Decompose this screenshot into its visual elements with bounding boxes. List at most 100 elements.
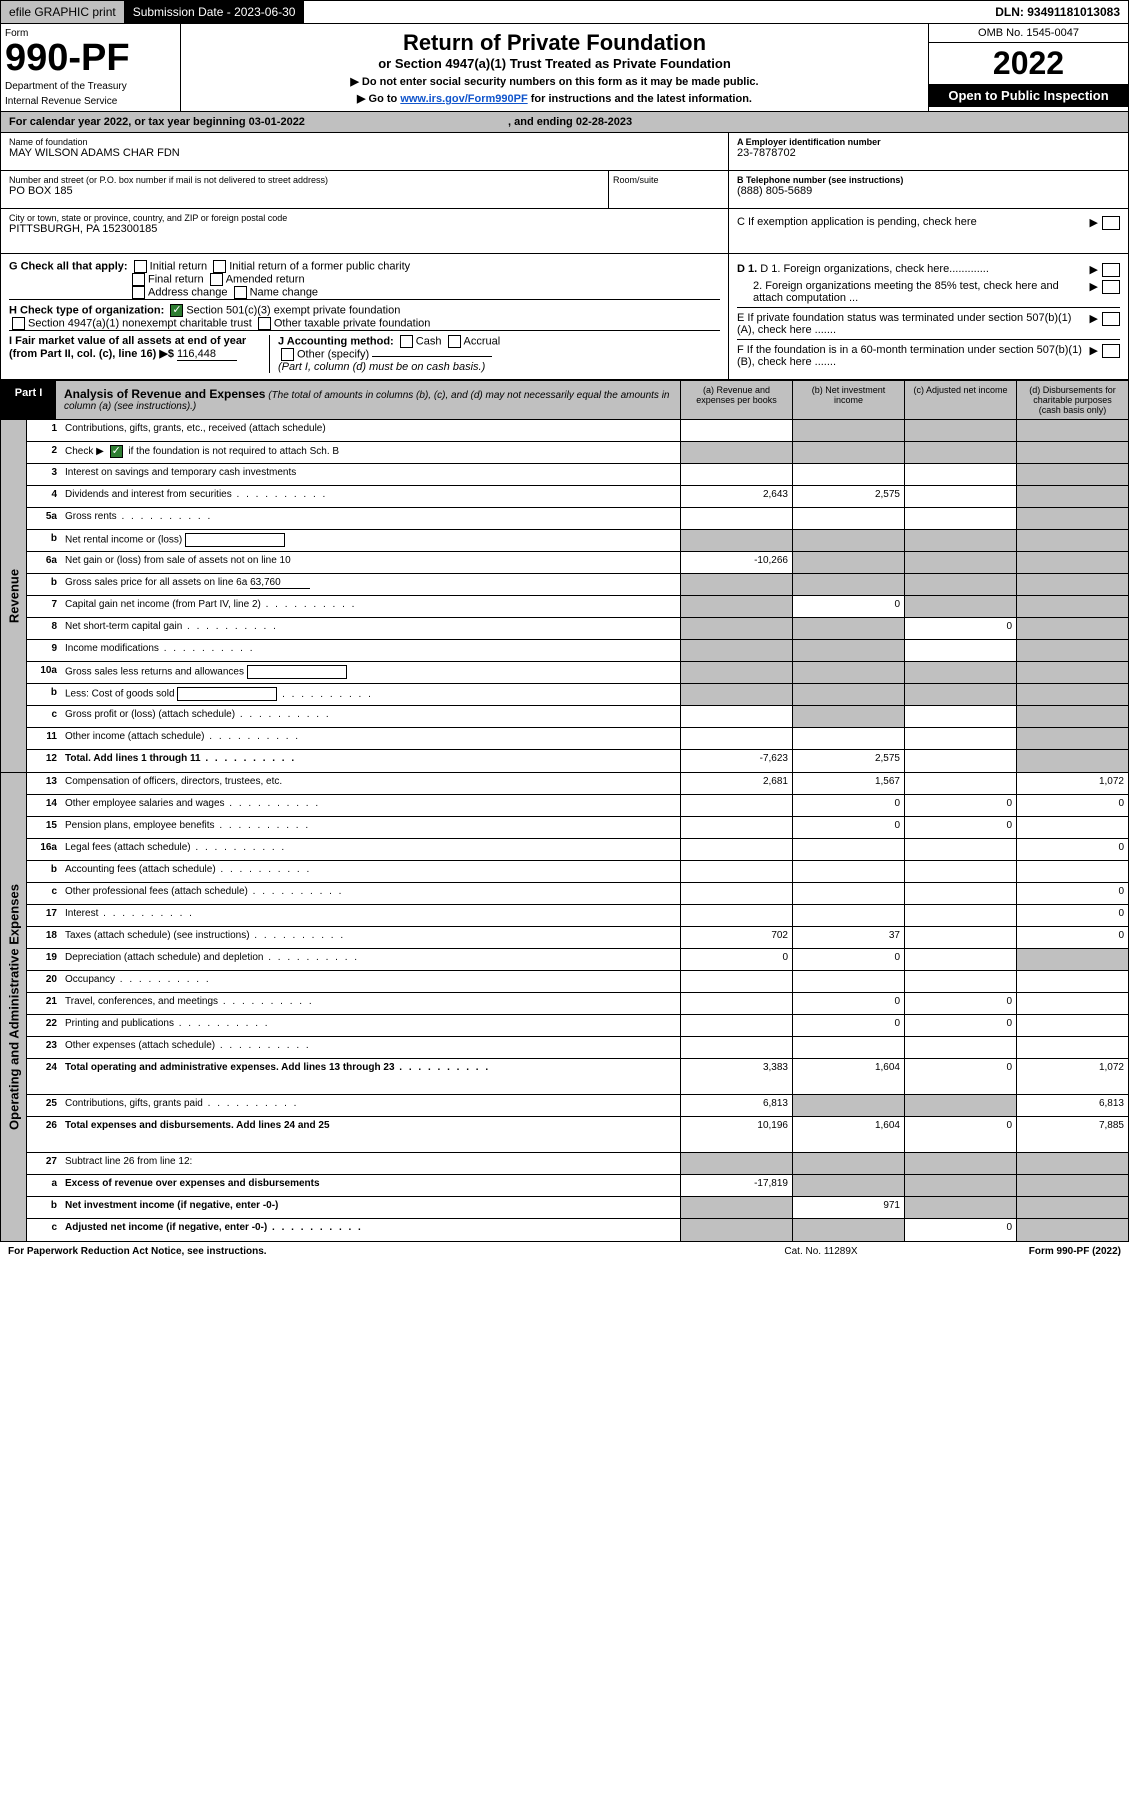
j-other-label: Other (specify) <box>297 348 369 360</box>
footer-right: Form 990-PF (2022) <box>921 1246 1121 1257</box>
j-cash-checkbox[interactable] <box>400 335 413 348</box>
row-num: 20 <box>27 971 61 992</box>
address-change-checkbox[interactable] <box>132 286 145 299</box>
cell-value: 37 <box>792 927 904 948</box>
row-desc: Accounting fees (attach schedule) <box>61 861 680 882</box>
d2-checkbox[interactable] <box>1102 280 1120 294</box>
j-accrual-checkbox[interactable] <box>448 335 461 348</box>
row-desc: Net gain or (loss) from sale of assets n… <box>61 552 680 573</box>
c-checkbox[interactable] <box>1102 216 1120 230</box>
row-desc: Occupancy <box>61 971 680 992</box>
dln: DLN: 93491181013083 <box>987 1 1128 23</box>
foundation-name: MAY WILSON ADAMS CHAR FDN <box>9 147 720 159</box>
row-desc: Excess of revenue over expenses and disb… <box>61 1175 680 1196</box>
i-value: 116,448 <box>177 348 237 361</box>
j-note: (Part I, column (d) must be on cash basi… <box>278 361 485 373</box>
col-d-header: (d) Disbursements for charitable purpose… <box>1016 381 1128 419</box>
row-desc: Travel, conferences, and meetings <box>61 993 680 1014</box>
street-address: PO BOX 185 <box>9 185 600 197</box>
revenue-table: Revenue 1Contributions, gifts, grants, e… <box>0 420 1129 773</box>
e-label: E If private foundation status was termi… <box>737 312 1086 336</box>
cell-value: 0 <box>904 1059 1016 1094</box>
form-header: Form 990-PF Department of the Treasury I… <box>0 24 1129 112</box>
top-bar: efile GRAPHIC print Submission Date - 20… <box>0 0 1129 24</box>
cell-value: 0 <box>1016 883 1128 904</box>
row-num: 7 <box>27 596 61 617</box>
row-num: 9 <box>27 640 61 661</box>
calendar-year-row: For calendar year 2022, or tax year begi… <box>0 112 1129 133</box>
row-num: 27 <box>27 1153 61 1174</box>
j-other-checkbox[interactable] <box>281 348 294 361</box>
row-num: 5a <box>27 508 61 529</box>
row-num: b <box>27 530 61 551</box>
form-title: Return of Private Foundation <box>191 30 918 56</box>
row-desc: Other employee salaries and wages <box>61 795 680 816</box>
name-change-checkbox[interactable] <box>234 286 247 299</box>
instr2-post: for instructions and the latest informat… <box>528 93 752 105</box>
row-num: 18 <box>27 927 61 948</box>
e-checkbox[interactable] <box>1102 312 1120 326</box>
row-desc: Net investment income (if negative, ente… <box>61 1197 680 1218</box>
check-section: G Check all that apply: Initial return I… <box>0 254 1129 380</box>
sch-b-checkbox[interactable] <box>110 445 123 458</box>
name-label: Name of foundation <box>9 137 720 147</box>
initial-former-checkbox[interactable] <box>213 260 226 273</box>
initial-return-label: Initial return <box>150 260 207 272</box>
row-num: 17 <box>27 905 61 926</box>
cell-value: 0 <box>1016 927 1128 948</box>
h-other-label: Other taxable private foundation <box>274 317 431 329</box>
page-footer: For Paperwork Reduction Act Notice, see … <box>0 1242 1129 1261</box>
cell-value: 0 <box>792 596 904 617</box>
form990pf-link[interactable]: www.irs.gov/Form990PF <box>400 93 527 105</box>
name-change-label: Name change <box>250 286 319 298</box>
col-c-header: (c) Adjusted net income <box>904 381 1016 419</box>
cell-value: 0 <box>792 1015 904 1036</box>
expenses-table: Operating and Administrative Expenses 13… <box>0 773 1129 1242</box>
final-return-checkbox[interactable] <box>132 273 145 286</box>
cell-value: 1,072 <box>1016 1059 1128 1094</box>
initial-return-checkbox[interactable] <box>134 260 147 273</box>
cell-value: 0 <box>904 1219 1016 1241</box>
d2-label: 2. Foreign organizations meeting the 85%… <box>737 280 1086 304</box>
h-4947-checkbox[interactable] <box>12 317 25 330</box>
h-other-checkbox[interactable] <box>258 317 271 330</box>
h-501c3-checkbox[interactable] <box>170 304 183 317</box>
cell-value: 1,604 <box>792 1117 904 1152</box>
row-num: a <box>27 1175 61 1196</box>
part1-label: Part I <box>1 381 56 419</box>
row-num: 12 <box>27 750 61 772</box>
row-desc: Total expenses and disbursements. Add li… <box>61 1117 680 1152</box>
cell-value: 2,681 <box>680 773 792 794</box>
row-desc: Pension plans, employee benefits <box>61 817 680 838</box>
row-desc: Interest on savings and temporary cash i… <box>61 464 680 485</box>
d1-checkbox[interactable] <box>1102 263 1120 277</box>
row-desc: Check ▶ if the foundation is not require… <box>61 442 680 463</box>
row-desc: Less: Cost of goods sold <box>61 684 680 705</box>
ein-value: 23-7878702 <box>737 147 1120 159</box>
j-cash-label: Cash <box>416 335 442 347</box>
row-num: b <box>27 684 61 705</box>
cell-value: 6,813 <box>680 1095 792 1116</box>
row-num: 11 <box>27 728 61 749</box>
amended-return-checkbox[interactable] <box>210 273 223 286</box>
tax-year: 2022 <box>929 43 1128 84</box>
c-label: C If exemption application is pending, c… <box>737 216 1086 228</box>
tax-year-end: 02-28-2023 <box>576 116 632 128</box>
row-num: c <box>27 1219 61 1241</box>
f-label: F If the foundation is in a 60-month ter… <box>737 344 1086 368</box>
col-a-header: (a) Revenue and expenses per books <box>680 381 792 419</box>
cell-value: 0 <box>904 993 1016 1014</box>
row-num: c <box>27 706 61 727</box>
row-desc: Contributions, gifts, grants, etc., rece… <box>61 420 680 441</box>
tax-year-begin: 03-01-2022 <box>249 116 305 128</box>
phone-value: (888) 805-5689 <box>737 185 1120 197</box>
initial-former-label: Initial return of a former public charit… <box>229 260 410 272</box>
cell-value: 0 <box>680 949 792 970</box>
cell-value: 0 <box>792 817 904 838</box>
f-checkbox[interactable] <box>1102 344 1120 358</box>
phone-label: B Telephone number (see instructions) <box>737 175 1120 185</box>
cell-value: 0 <box>792 949 904 970</box>
street-label: Number and street (or P.O. box number if… <box>9 175 600 185</box>
row-num: 26 <box>27 1117 61 1152</box>
row-desc: Net short-term capital gain <box>61 618 680 639</box>
